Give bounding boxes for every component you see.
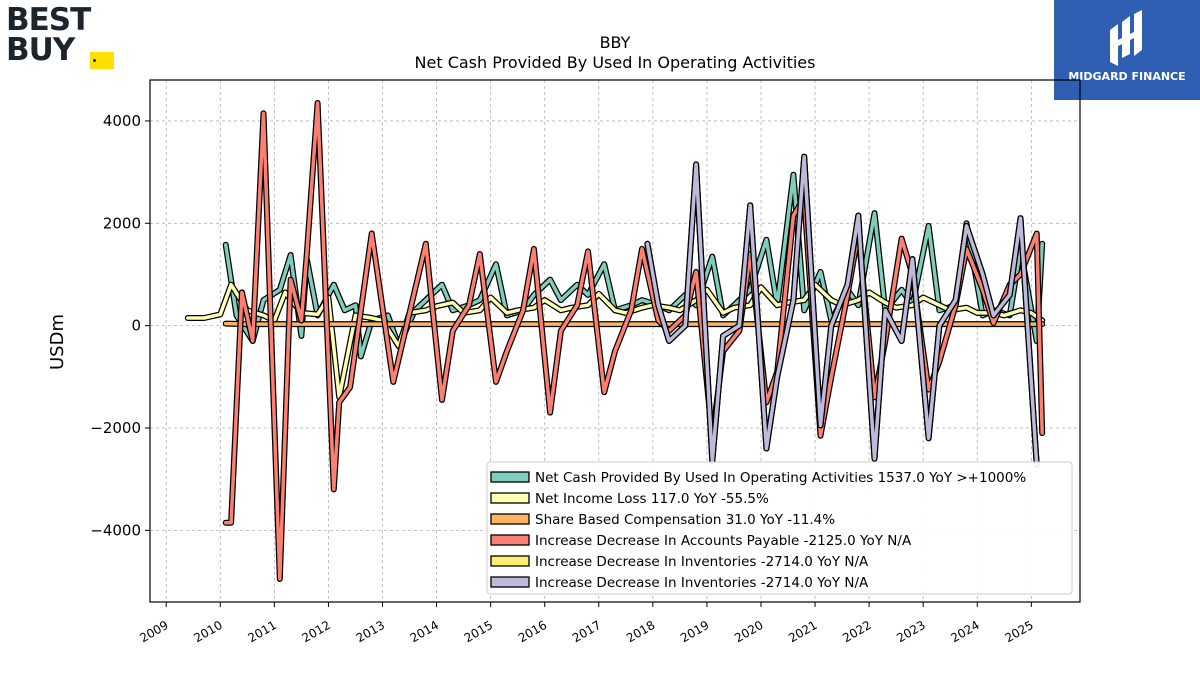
- logo-line1: BEST: [6, 2, 91, 38]
- series-3: [222, 100, 1046, 582]
- legend-entry: Increase Decrease In Inventories -2714.0…: [535, 575, 869, 591]
- y-tick-label: 2000: [103, 214, 141, 232]
- legend-swatch: [490, 534, 530, 546]
- x-tick-label: 2014: [408, 618, 441, 645]
- y-tick-label: −4000: [90, 521, 141, 539]
- legend-entry: Increase Decrease In Inventories -2714.0…: [535, 554, 869, 570]
- x-tick-label: 2025: [1002, 618, 1035, 645]
- legend: Net Cash Provided By Used In Operating A…: [486, 461, 1073, 595]
- legend-swatch: [490, 513, 530, 525]
- price-tag-icon: [90, 52, 114, 69]
- logo-line2: BUY: [6, 32, 75, 68]
- series-group: [184, 100, 1046, 582]
- x-tick-label: 2017: [570, 618, 603, 645]
- x-tick-label: 2016: [516, 618, 549, 645]
- x-tick-label: 2011: [245, 618, 278, 645]
- series-5: [644, 153, 1040, 468]
- x-tick-label: 2022: [840, 618, 873, 645]
- midgard-logo-icon: [1110, 10, 1142, 66]
- legend-swatch: [490, 555, 530, 567]
- x-tick-label: 2021: [786, 618, 819, 645]
- y-axis-label: USDm: [47, 314, 68, 370]
- legend-entry: Net Cash Provided By Used In Operating A…: [535, 470, 1026, 486]
- legend-entry: Net Income Loss 117.0 YoY -55.5%: [535, 491, 769, 507]
- x-tick-label: 2013: [354, 618, 387, 645]
- series-line: [223, 101, 1044, 581]
- series-line: [645, 155, 1039, 467]
- x-tick-label: 2023: [894, 618, 927, 645]
- x-tick-label: 2015: [462, 618, 495, 645]
- legend-entry: Increase Decrease In Accounts Payable -2…: [535, 533, 912, 549]
- chart-subtitle: Net Cash Provided By Used In Operating A…: [415, 53, 816, 72]
- legend-entry: Share Based Compensation 31.0 YoY -11.4%: [535, 512, 835, 528]
- publisher-name: MIDGARD FINANCE: [1068, 70, 1186, 83]
- y-tick-label: −2000: [90, 419, 141, 437]
- plot-frame: [149, 79, 1081, 603]
- x-tick-label: 2024: [948, 618, 981, 645]
- legend-box: [486, 461, 1073, 595]
- legend-swatch: [490, 492, 530, 504]
- best-buy-logo: BEST BUY: [6, 2, 116, 69]
- x-tick-label: 2018: [624, 618, 657, 645]
- x-tick-label: 2009: [137, 618, 170, 645]
- x-tick-label: 2019: [678, 618, 711, 645]
- y-tick-label: 4000: [103, 112, 141, 130]
- publisher-badge: MIDGARD FINANCE: [1054, 0, 1200, 100]
- x-tick-label: 2012: [300, 618, 333, 645]
- chart-title: BBY: [600, 33, 631, 52]
- legend-swatch: [490, 471, 530, 483]
- legend-swatch: [490, 576, 530, 588]
- y-tick-label: 0: [131, 317, 141, 335]
- x-tick-label: 2010: [191, 618, 224, 645]
- x-tick-label: 2020: [732, 618, 765, 645]
